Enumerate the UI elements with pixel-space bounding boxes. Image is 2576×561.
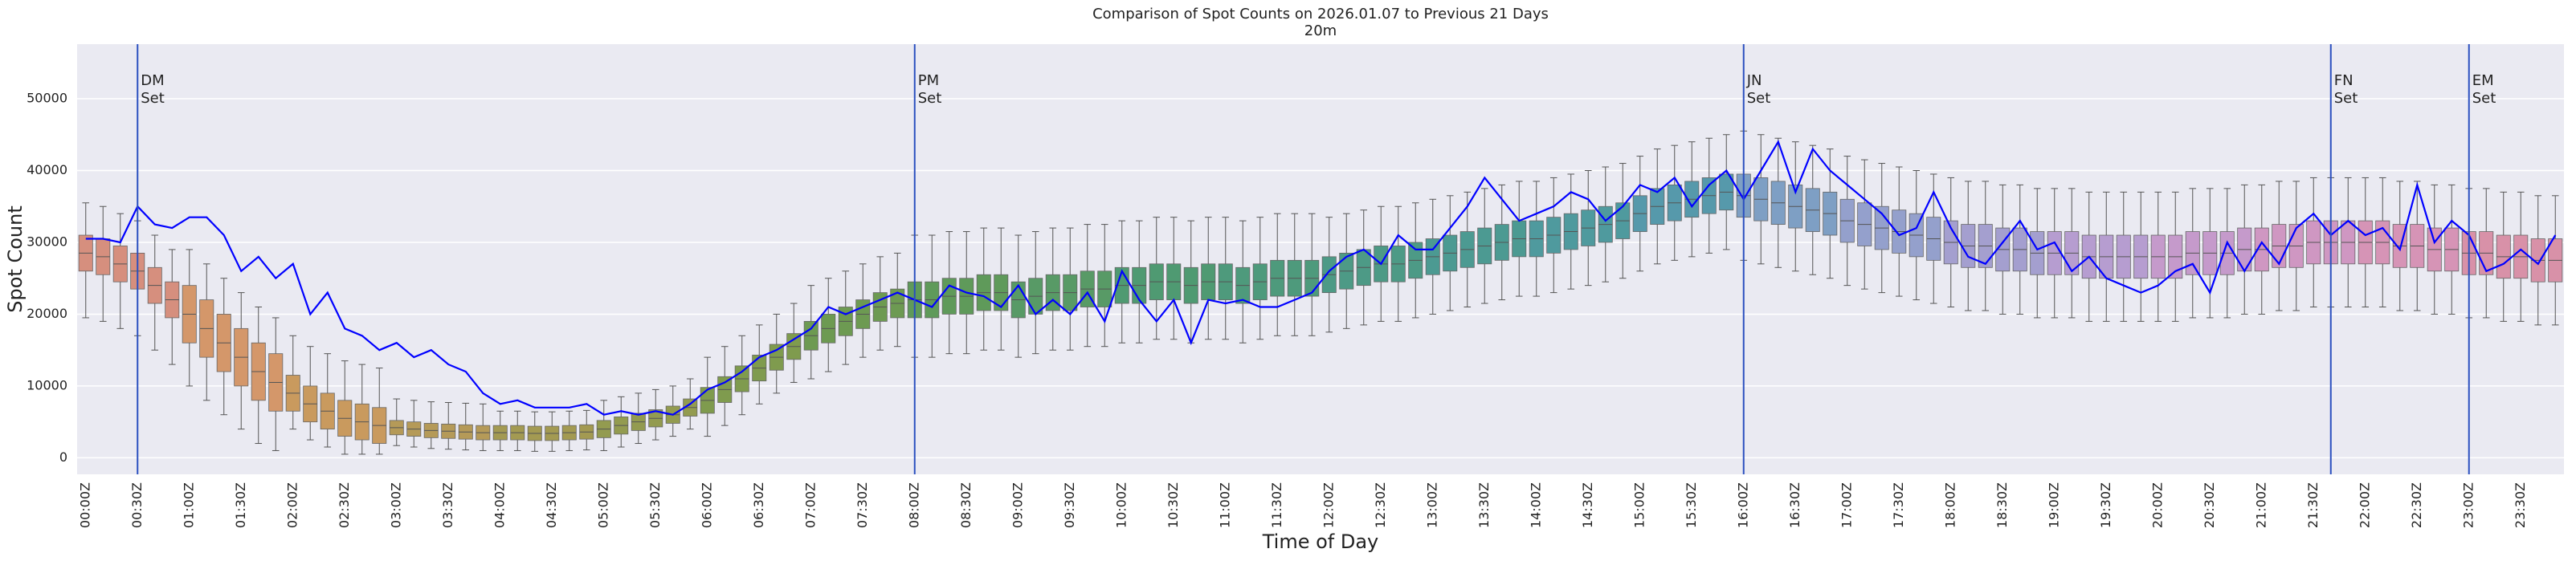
y-tick-label: 20000	[27, 306, 67, 321]
x-tick-label: 02:00Z	[284, 482, 300, 528]
x-tick-label: 12:00Z	[1321, 482, 1336, 528]
annotation-label: Set	[1747, 90, 1771, 107]
x-tick-label: 22:30Z	[2409, 482, 2424, 528]
x-tick-label: 20:00Z	[2149, 482, 2165, 528]
x-tick-label: 04:00Z	[492, 482, 507, 528]
x-tick-label: 22:00Z	[2357, 482, 2372, 528]
y-tick-label: 0	[59, 449, 67, 465]
chart-title: Comparison of Spot Counts on 2026.01.07 …	[1092, 6, 1549, 22]
y-axis-label: Spot Count	[4, 205, 27, 312]
x-tick-label: 21:30Z	[2305, 482, 2321, 528]
x-tick-label: 13:30Z	[1476, 482, 1492, 528]
x-tick-label: 10:30Z	[1166, 482, 1181, 528]
annotation-label: EM	[2472, 72, 2494, 89]
x-tick-label: 19:00Z	[2046, 482, 2061, 528]
x-tick-label: 13:00Z	[1424, 482, 1439, 528]
x-tick-label: 23:30Z	[2513, 482, 2528, 528]
x-tick-label: 04:30Z	[544, 482, 559, 528]
x-tick-label: 02:30Z	[337, 482, 352, 528]
x-tick-label: 08:30Z	[958, 482, 974, 528]
x-tick-label: 08:00Z	[906, 482, 921, 528]
x-tick-label: 09:00Z	[1010, 482, 1025, 528]
x-tick-label: 15:30Z	[1684, 482, 1699, 528]
x-tick-label: 06:00Z	[699, 482, 714, 528]
x-tick-label: 03:30Z	[440, 482, 455, 528]
x-tick-label: 17:30Z	[1891, 482, 1906, 528]
y-tick-label: 40000	[27, 162, 67, 177]
x-tick-label: 07:00Z	[802, 482, 818, 528]
x-tick-label: 20:30Z	[2202, 482, 2217, 528]
x-tick-label: 11:00Z	[1217, 482, 1232, 528]
y-tick-label: 30000	[27, 234, 67, 249]
x-tick-label: 00:30Z	[129, 482, 145, 528]
plot-area	[77, 44, 2564, 474]
annotation-label: FN	[2334, 72, 2354, 89]
y-tick-label: 50000	[27, 91, 67, 106]
x-axis-label: Time of Day	[1262, 531, 1379, 553]
x-tick-label: 00:00Z	[77, 482, 92, 528]
annotation-label: Set	[141, 90, 165, 107]
x-tick-label: 17:00Z	[1839, 482, 1854, 528]
line	[85, 140, 2557, 416]
x-tick-label: 14:00Z	[1528, 482, 1543, 528]
x-tick-label: 06:30Z	[751, 482, 766, 528]
annotation-label: Set	[2334, 90, 2358, 107]
annotation-label: PM	[918, 72, 939, 89]
x-tick-label: 01:30Z	[233, 482, 248, 528]
x-tick-label: 11:30Z	[1269, 482, 1284, 528]
annotation-label: DM	[141, 72, 164, 89]
annotation-label: Set	[2472, 90, 2496, 107]
x-tick-label: 05:30Z	[647, 482, 663, 528]
x-tick-label: 23:00Z	[2460, 482, 2476, 528]
x-tick-label: 15:00Z	[1631, 482, 1647, 528]
x-tick-label: 14:30Z	[1580, 482, 1595, 528]
x-tick-label: 05:00Z	[595, 482, 610, 528]
x-tick-label: 10:00Z	[1113, 482, 1129, 528]
annotation-label: Set	[918, 90, 942, 107]
x-tick-label: 16:00Z	[1735, 482, 1750, 528]
x-tick-label: 18:00Z	[1942, 482, 1958, 528]
x-tick-label: 21:00Z	[2253, 482, 2268, 528]
x-tick-label: 19:30Z	[2098, 482, 2113, 528]
x-tick-label: 16:30Z	[1787, 482, 1802, 528]
x-tick-label: 12:30Z	[1373, 482, 1388, 528]
x-tick-label: 03:00Z	[388, 482, 403, 528]
x-tick-label: 07:30Z	[855, 482, 870, 528]
x-tick-label: 09:30Z	[1062, 482, 1077, 528]
chart-subtitle: 20m	[1304, 22, 1337, 39]
x-tick-label: 01:00Z	[181, 482, 196, 528]
annotation-label: JN	[1746, 72, 1762, 89]
x-tick-label: 18:30Z	[1994, 482, 2010, 528]
y-tick-label: 10000	[27, 377, 67, 392]
